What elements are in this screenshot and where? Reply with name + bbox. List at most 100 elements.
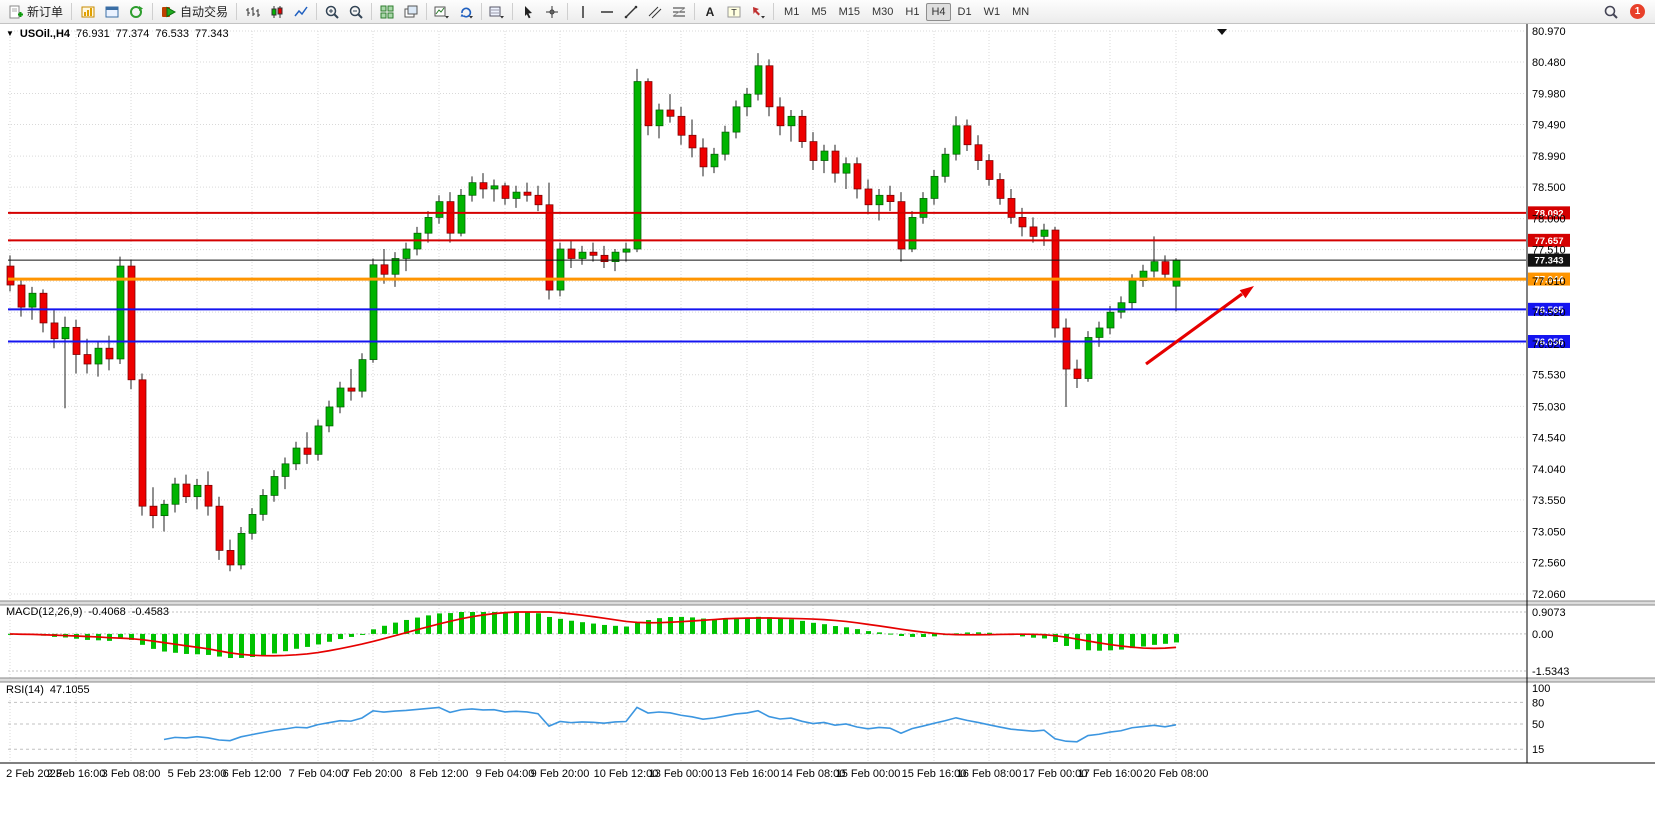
trendline-button[interactable] [619, 1, 643, 22]
templates-dropdown-button[interactable] [485, 1, 509, 22]
channel-button[interactable] [643, 1, 667, 22]
macd-histogram-bar [899, 633, 904, 636]
candle [292, 447, 301, 465]
timeframe-button-H1[interactable]: H1 [905, 5, 920, 18]
fibonacci-button[interactable] [667, 1, 691, 22]
candle [270, 476, 279, 496]
new-window-button[interactable] [100, 1, 124, 22]
price-axis-label: 80.480 [1532, 57, 1566, 69]
candle [281, 463, 290, 477]
price-badge[interactable] [1528, 233, 1570, 247]
macd-histogram-bar [184, 633, 189, 654]
timeframe-button-H4[interactable]: H4 [926, 2, 951, 21]
macd-histogram-bar [613, 625, 618, 634]
macd-histogram-bar [448, 613, 453, 634]
refresh-button[interactable] [124, 1, 148, 22]
time-axis-label: 13 Feb 16:00 [715, 768, 780, 780]
price-badge-label: 77.657 [1534, 236, 1563, 247]
candle [160, 503, 169, 517]
horizontal-line-icon [601, 10, 614, 13]
panel-separator[interactable] [0, 678, 1655, 682]
notification-badge[interactable]: 1 [1630, 4, 1645, 19]
axes: 80.970 80.480 79.980 79.490 78.990 78.500 78.0… [0, 24, 1655, 780]
timeframe-button-D1[interactable]: D1 [957, 5, 972, 18]
autotrade-button[interactable]: 自动交易 [157, 1, 232, 22]
candle [83, 354, 92, 365]
candle [226, 550, 235, 566]
tile-windows-button[interactable] [375, 1, 399, 22]
candlesticks-button[interactable] [265, 1, 289, 22]
timeframe-button-W1[interactable]: W1 [983, 5, 1001, 18]
macd-histogram-bar [965, 632, 970, 634]
time-axis-label: 15 Feb 16:00 [902, 768, 967, 780]
price-badge[interactable] [1528, 253, 1570, 267]
candle [501, 185, 510, 199]
price-axis-label: 78.000 [1532, 214, 1566, 226]
price-badge[interactable] [1528, 272, 1570, 286]
charts-button[interactable] [76, 1, 100, 22]
price-axis-label: 76.020 [1532, 339, 1566, 351]
new-order-button[interactable]: 新订单 [4, 1, 67, 22]
candle [204, 484, 213, 507]
timeframe-button-M1[interactable]: M1 [784, 5, 800, 18]
price-badge-label: 78.092 [1534, 208, 1563, 219]
trend-arrow-head[interactable] [1239, 286, 1254, 299]
macd-histogram-bar [316, 633, 321, 645]
candle [28, 292, 37, 308]
cursor-button[interactable] [516, 1, 540, 22]
time-axis-label: 7 Feb 20:00 [344, 768, 403, 780]
candle [248, 514, 257, 534]
search-button[interactable] [1599, 1, 1623, 22]
trendline-icon [624, 5, 638, 18]
macd-histogram-bar [426, 615, 431, 634]
macd-scale-label: 0.9073 [1532, 607, 1566, 619]
timeframe-button-M5[interactable]: M5 [811, 5, 827, 18]
channel-icon [648, 6, 662, 18]
panel-separator[interactable] [0, 601, 1655, 605]
crosshair-button[interactable] [540, 1, 564, 22]
trend-arrow-line[interactable] [1145, 292, 1243, 366]
zoom-in-button[interactable] [320, 1, 344, 22]
candle [193, 484, 202, 498]
macd-histogram-bar [1141, 633, 1146, 647]
macd-scale-label: -1.5343 [1532, 666, 1569, 678]
candle [1095, 327, 1104, 338]
candle [94, 347, 103, 365]
macd-histogram-bar [547, 616, 552, 634]
bar-chart-button[interactable] [241, 1, 265, 22]
candle [259, 495, 268, 515]
macd-histogram-bar [261, 633, 266, 656]
price-badge[interactable] [1528, 335, 1570, 349]
cycle-dropdown-icon [460, 7, 474, 18]
timeframe-button-MN[interactable]: MN [1012, 5, 1030, 18]
candle [897, 201, 906, 250]
price-badge[interactable] [1528, 206, 1570, 220]
candle [578, 251, 587, 259]
macd-histogram-bar [602, 624, 607, 634]
new-chart-dropdown-icon [434, 6, 450, 18]
time-axis-label: 14 Feb 08:00 [781, 768, 846, 780]
zoom-out-button[interactable] [344, 1, 368, 22]
chart-shift-marker[interactable] [1217, 29, 1227, 35]
cycle-dropdown-button[interactable] [454, 1, 478, 22]
timeframe-button-M15[interactable]: M15 [838, 5, 860, 18]
cascade-windows-button[interactable] [399, 1, 423, 22]
horizontal-line-button[interactable] [595, 1, 619, 22]
price-badge-label: 77.044 [1534, 275, 1564, 286]
macd-histogram-bar [1163, 633, 1168, 644]
new-chart-dropdown-button[interactable] [430, 1, 454, 22]
price-badge[interactable] [1528, 302, 1570, 316]
macd-histogram-bar [1119, 633, 1124, 650]
candle [435, 201, 444, 218]
timeframe-group: M1 M5 M15 M30 H1 H4 D1 W1 MN [778, 2, 1035, 21]
vertical-line-button[interactable] [571, 1, 595, 22]
text-label-button[interactable]: T [722, 1, 746, 22]
time-axis-label: 2 Feb 16:00 [47, 768, 106, 780]
chart-expand-arrow[interactable]: ▼ [6, 29, 14, 38]
timeframe-button-M30[interactable]: M30 [872, 5, 894, 18]
line-chart-button[interactable] [289, 1, 313, 22]
text-button[interactable]: A [698, 1, 722, 22]
candle [17, 284, 26, 308]
templates-dropdown-icon [489, 6, 505, 18]
arrows-dropdown-button[interactable] [746, 1, 770, 22]
